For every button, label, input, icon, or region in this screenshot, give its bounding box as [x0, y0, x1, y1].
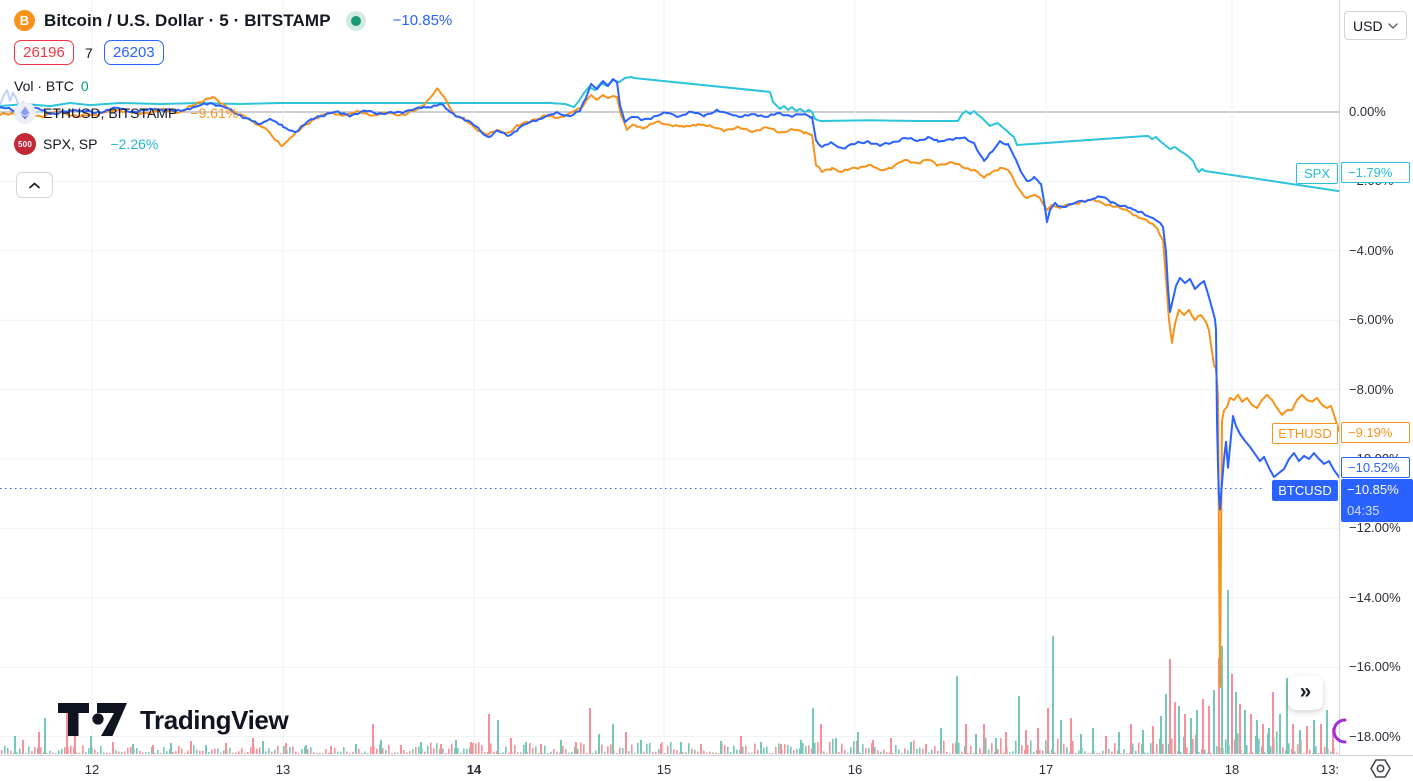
- market-status-icon[interactable]: [345, 10, 366, 31]
- price-chart-canvas[interactable]: [0, 0, 1339, 755]
- price-tick-label: −18.00%: [1349, 728, 1401, 744]
- bitcoin-logo-icon: B: [14, 10, 35, 31]
- compare-symbol-change: −9.61%: [190, 105, 239, 121]
- price-value-label-btcusd: −10.85% 04:35: [1341, 478, 1413, 522]
- chevron-up-icon: [29, 182, 40, 188]
- tradingview-logo-text: TradingView: [140, 704, 289, 735]
- axis-settings-icon[interactable]: [1366, 756, 1394, 780]
- compare-symbol-name: ETHUSD, BITSTAMP: [43, 105, 178, 121]
- symbol-title[interactable]: Bitcoin / U.S. Dollar · 5 · BITSTAMP: [44, 10, 331, 30]
- series-line-spx[interactable]: [0, 76, 1339, 193]
- symbol-change-percent: −10.85%: [392, 12, 453, 29]
- legend-collapse-button[interactable]: [16, 172, 53, 198]
- price-axis[interactable]: 0.00%−2.00%−4.00%−6.00%−8.00%−10.00%−12.…: [1339, 0, 1413, 755]
- price-tick-label: −8.00%: [1349, 381, 1394, 397]
- compare-row-ethusd[interactable]: ETHUSD, BITSTAMP −9.61%: [14, 101, 452, 125]
- compare-symbol-change: −2.26%: [110, 136, 159, 152]
- volume-indicator-label[interactable]: Vol · BTC: [14, 78, 74, 94]
- chevron-down-icon: [1388, 22, 1398, 29]
- time-tick-label: 17: [1038, 762, 1054, 777]
- price-tick-label: −14.00%: [1349, 589, 1401, 605]
- time-tick-label: 13: [275, 762, 291, 777]
- time-tick-label: 12: [84, 762, 100, 777]
- time-tick-label: 14: [466, 762, 482, 777]
- price-value-label-ethusd: −9.19%: [1341, 421, 1410, 443]
- time-tick-label: 13:: [1320, 762, 1340, 777]
- price-tick-label: 0.00%: [1349, 104, 1386, 119]
- time-axis[interactable]: 12 13 14 15 16 17 18 13:: [0, 755, 1413, 781]
- series-line-ethusd[interactable]: [0, 87, 1339, 688]
- price-value-label-current: −10.52%: [1341, 456, 1410, 478]
- series-line-btcusd[interactable]: [0, 78, 1339, 511]
- currency-selector[interactable]: USD: [1344, 11, 1407, 40]
- ask-price[interactable]: 26203: [103, 40, 164, 65]
- volume-indicator-value: 0: [80, 78, 89, 94]
- loading-arc-icon: [1332, 718, 1347, 744]
- symbol-name-label-ethusd: ETHUSD: [1272, 422, 1338, 444]
- symbol-name-label-btcusd: BTCUSD: [1272, 479, 1338, 501]
- price-tick-label: −4.00%: [1349, 242, 1394, 258]
- double-chevron-right-icon: »: [1299, 680, 1312, 703]
- symbol-legend: B Bitcoin / U.S. Dollar · 5 · BITSTAMP −…: [14, 10, 452, 156]
- price-tick-label: −12.00%: [1349, 520, 1401, 536]
- compare-row-spx[interactable]: 500 SPX, SP −2.26%: [14, 132, 452, 156]
- price-tick-label: −6.00%: [1349, 312, 1394, 328]
- price-value-label-spx: −1.79%: [1341, 161, 1410, 183]
- currency-value: USD: [1353, 17, 1383, 34]
- sp500-icon: 500: [14, 133, 36, 155]
- price-tick-label: −16.00%: [1349, 659, 1401, 675]
- bid-ask-spread: 7: [85, 44, 93, 61]
- tradingview-logo-icon: [58, 703, 127, 736]
- scroll-to-recent-button[interactable]: »: [1288, 676, 1323, 710]
- hexagon-gear-icon: [1369, 758, 1391, 778]
- time-tick-label: 18: [1224, 762, 1240, 777]
- bid-price[interactable]: 26196: [14, 40, 74, 65]
- time-tick-label: 16: [847, 762, 863, 777]
- ethereum-icon: [14, 102, 36, 124]
- time-tick-label: 15: [656, 762, 672, 777]
- compare-symbol-name: SPX, SP: [43, 136, 98, 152]
- symbol-name-label-spx: SPX: [1296, 162, 1338, 184]
- tradingview-branding[interactable]: TradingView: [58, 702, 289, 738]
- volume-histogram: [1, 590, 1338, 754]
